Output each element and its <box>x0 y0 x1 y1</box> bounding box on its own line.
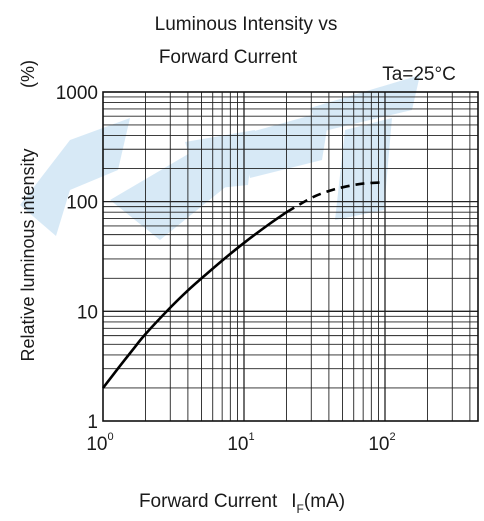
temperature-condition: Ta=25°C <box>382 64 456 85</box>
plot-frame <box>102 91 479 422</box>
series-group <box>101 180 386 389</box>
x-tick-label: 100 <box>86 431 113 455</box>
grid <box>103 92 478 421</box>
y-axis-unit: (%) <box>18 60 38 88</box>
x-tick-label-exponent: 0 <box>108 431 114 443</box>
x-axis-subscript: F <box>297 502 304 516</box>
y-tick-label: 100 <box>66 193 98 214</box>
x-axis-unit: (mA) <box>304 491 345 512</box>
y-tick-label: 10 <box>77 302 98 323</box>
y-tick-labels: 1 10 100 1000 <box>56 83 98 433</box>
x-tick-label-base: 10 <box>227 434 248 455</box>
series-line-solid <box>101 211 288 389</box>
x-tick-label-exponent: 2 <box>390 431 396 443</box>
y-tick-label: 1000 <box>56 83 98 104</box>
y-axis-label: Relative luminous intensity <box>18 148 38 361</box>
x-tick-label-exponent: 1 <box>249 431 255 443</box>
x-tick-label-base: 10 <box>86 434 107 455</box>
x-axis-label-main: Forward Current <box>139 491 278 512</box>
chart-title-line-1: Luminous Intensity vs <box>155 14 338 35</box>
chart-title-line-2: Forward Current <box>159 47 298 68</box>
x-tick-label: 101 <box>227 431 254 455</box>
x-tick-labels: 100 101 102 <box>86 431 395 455</box>
plot-border <box>102 91 479 422</box>
x-axis-symbol: I <box>291 491 296 512</box>
x-tick-label-base: 10 <box>368 434 389 455</box>
x-tick-label: 102 <box>368 431 395 455</box>
y-tick-label: 1 <box>87 412 98 433</box>
x-axis-label: Forward Current IF(mA) <box>139 491 345 516</box>
